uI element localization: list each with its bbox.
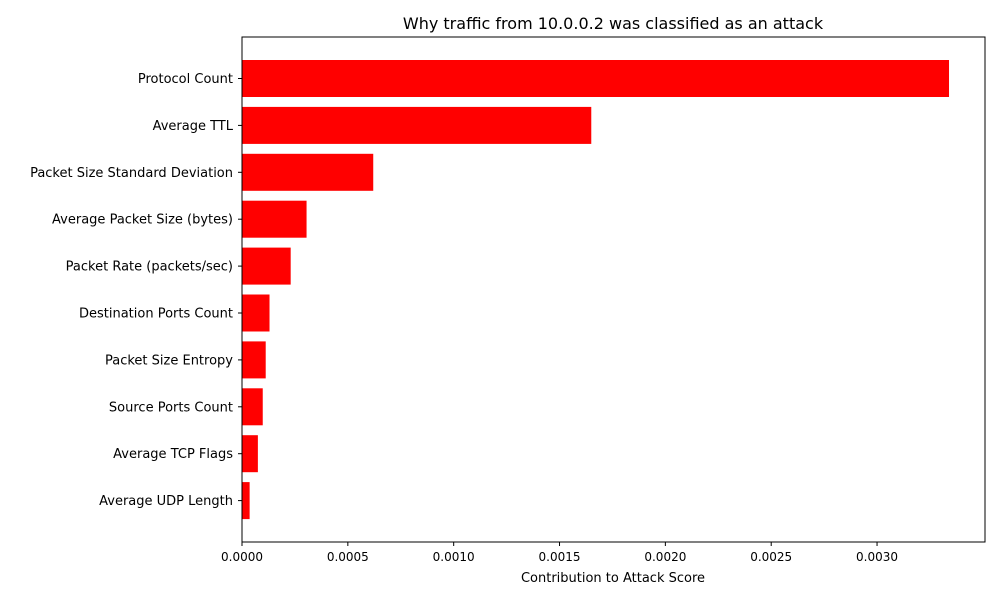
x-tick-label: 0.0025 (750, 550, 792, 564)
bar-destination-ports-count (242, 294, 270, 332)
x-axis-label: Contribution to Attack Score (521, 571, 705, 586)
x-tick-label: 0.0020 (644, 550, 686, 564)
bar-packet-rate-packets-sec (242, 247, 291, 285)
bar-average-udp-length (242, 482, 250, 520)
bar-average-tcp-flags (242, 435, 258, 473)
chart-title: Why traffic from 10.0.0.2 was classified… (403, 14, 824, 33)
y-tick-label: Source Ports Count (109, 400, 233, 415)
bars-group (242, 60, 950, 520)
bar-protocol-count (242, 60, 950, 97)
bar-packet-size-entropy (242, 341, 266, 379)
plot-frame (241, 36, 986, 543)
x-tick-label: 0.0010 (433, 550, 475, 564)
bar-average-ttl (242, 106, 592, 144)
y-tick-label: Average TCP Flags (113, 447, 233, 462)
y-tick-label: Destination Ports Count (79, 307, 233, 322)
x-tick-label: 0.0015 (539, 550, 581, 564)
bar-packet-size-standard-deviation (242, 153, 374, 191)
x-tick-label: 0.0030 (856, 550, 898, 564)
x-tick-label: 0.0000 (221, 550, 263, 564)
y-tick-label: Packet Size Standard Deviation (30, 166, 233, 181)
y-tick-label: Average Packet Size (bytes) (52, 213, 233, 228)
bar-source-ports-count (242, 388, 263, 426)
y-tick-label: Protocol Count (138, 72, 233, 87)
y-tick-label: Packet Size Entropy (105, 353, 233, 368)
x-axis-ticks: 0.0000 0.0005 0.0010 0.0015 0.0020 0.0025 0.00… (221, 542, 898, 564)
bar-average-packet-size-bytes (242, 200, 307, 238)
y-axis-ticks: Protocol Count Average TTL Packet Size Sta… (30, 72, 242, 509)
y-tick-label: Packet Rate (packets/sec) (66, 260, 233, 275)
y-tick-label: Average TTL (153, 119, 234, 134)
y-tick-label: Average UDP Length (99, 494, 233, 509)
x-tick-label: 0.0005 (327, 550, 369, 564)
